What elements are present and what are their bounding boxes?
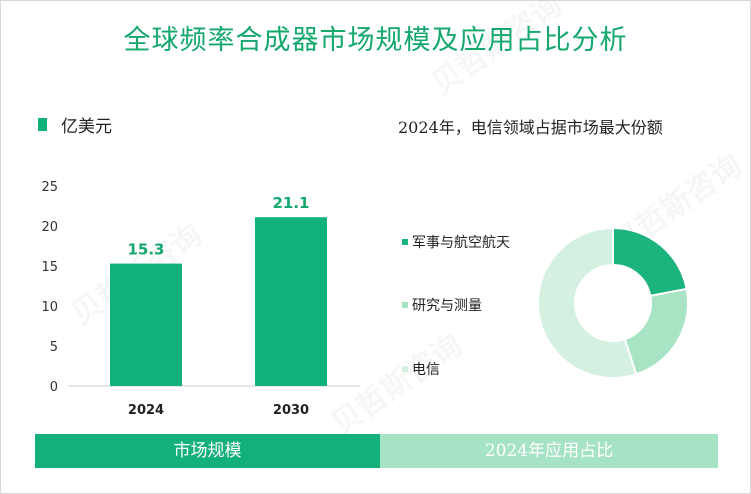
y-tick-label: 25 [41, 180, 58, 195]
legend-swatch [402, 239, 408, 245]
y-tick-label: 0 [50, 380, 58, 395]
tab-application-share[interactable]: 2024年应用占比 [380, 434, 718, 468]
bar-data-label: 21.1 [272, 194, 309, 212]
pie-legend-item: 电信 [402, 359, 440, 379]
bar [255, 217, 327, 386]
donut-slice [537, 226, 638, 379]
bar [110, 263, 182, 386]
bar-chart: 0 5 10 15 20 25 15.3 2024 21.1 2030 [41, 180, 360, 418]
legend-swatch [402, 302, 408, 308]
y-tick-label: 20 [41, 220, 58, 235]
pie-legend-label: 研究与测量 [412, 298, 482, 314]
pie-legend-label: 军事与航空航天 [412, 235, 510, 251]
legend-swatch [38, 118, 47, 131]
donut-slice [623, 287, 689, 376]
legend-label: 亿美元 [61, 117, 112, 137]
y-tick-label: 10 [41, 300, 58, 315]
bar-data-label: 15.3 [127, 241, 164, 259]
donut-slice [612, 226, 688, 298]
tab-market-size[interactable]: 市场规模 [35, 434, 380, 468]
pie-legend-label: 电信 [412, 362, 440, 378]
pie-legend-item: 研究与测量 [402, 295, 482, 315]
y-tick-label: 15 [41, 260, 58, 275]
pie-title: 2024年，电信领域占据市场最大份额 [398, 118, 663, 137]
legend-swatch [402, 366, 408, 372]
pie-legend-item: 军事与航空航天 [402, 232, 510, 252]
x-tick-label: 2030 [273, 403, 309, 418]
page-title: 全球频率合成器市场规模及应用占比分析 [123, 25, 628, 56]
y-tick-label: 5 [50, 340, 58, 355]
donut-chart [537, 226, 689, 379]
x-tick-label: 2024 [128, 403, 164, 418]
bar-legend: 亿美元 [38, 112, 112, 137]
